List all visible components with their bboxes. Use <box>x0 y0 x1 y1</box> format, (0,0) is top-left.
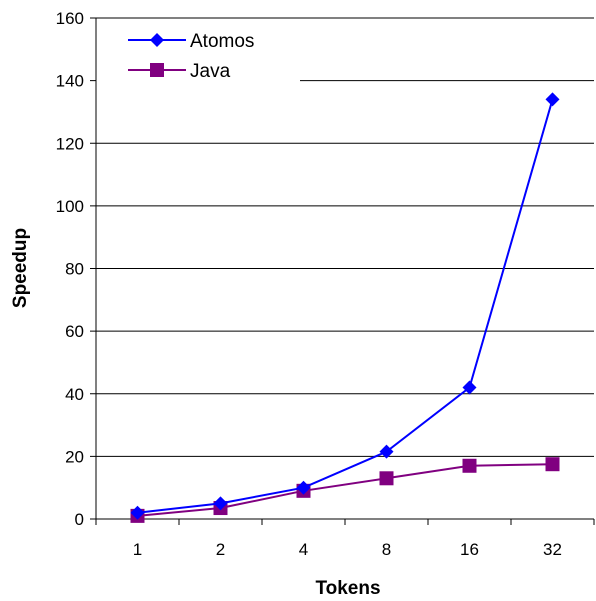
data-point-atomos <box>130 505 145 520</box>
legend-marker-atomos <box>150 33 164 47</box>
data-point-atomos <box>296 480 311 495</box>
data-point-atomos <box>379 444 394 459</box>
y-axis-title: Speedup <box>10 228 31 308</box>
x-tick-label: 4 <box>299 540 308 559</box>
series-layer <box>130 92 560 523</box>
y-tick-label: 160 <box>56 9 84 28</box>
y-tick-label: 40 <box>65 385 84 404</box>
gridlines <box>96 17 594 457</box>
y-tick-label: 140 <box>56 72 84 91</box>
x-tick-label: 8 <box>382 540 391 559</box>
y-tick-label: 100 <box>56 197 84 216</box>
y-tick-label: 80 <box>65 260 84 279</box>
x-tick-label: 32 <box>543 540 562 559</box>
x-tick-label: 1 <box>133 540 142 559</box>
data-point-atomos <box>545 92 560 107</box>
series-line-java <box>137 463 553 517</box>
y-tick-label: 0 <box>75 510 84 529</box>
x-tick-label: 16 <box>460 540 479 559</box>
legend-marker-java <box>150 63 164 77</box>
y-tick-label: 120 <box>56 134 84 153</box>
data-point-atomos <box>213 496 228 511</box>
legend-label-java: Java <box>190 61 231 82</box>
data-point-java <box>545 457 560 472</box>
x-axis-title: Tokens <box>315 578 380 599</box>
legend: Atomos Java <box>128 31 254 82</box>
axes: 0 20 40 60 80 100 120 140 160 1 2 4 8 16 32 <box>56 9 595 559</box>
data-point-java <box>462 458 477 473</box>
y-tick-label: 20 <box>65 447 84 466</box>
series-line-atomos <box>137 99 554 514</box>
data-point-atomos <box>462 380 477 395</box>
legend-label-atomos: Atomos <box>190 31 254 52</box>
x-tick-label: 2 <box>216 540 225 559</box>
y-tick-label: 60 <box>65 322 84 341</box>
data-point-java <box>379 471 394 486</box>
